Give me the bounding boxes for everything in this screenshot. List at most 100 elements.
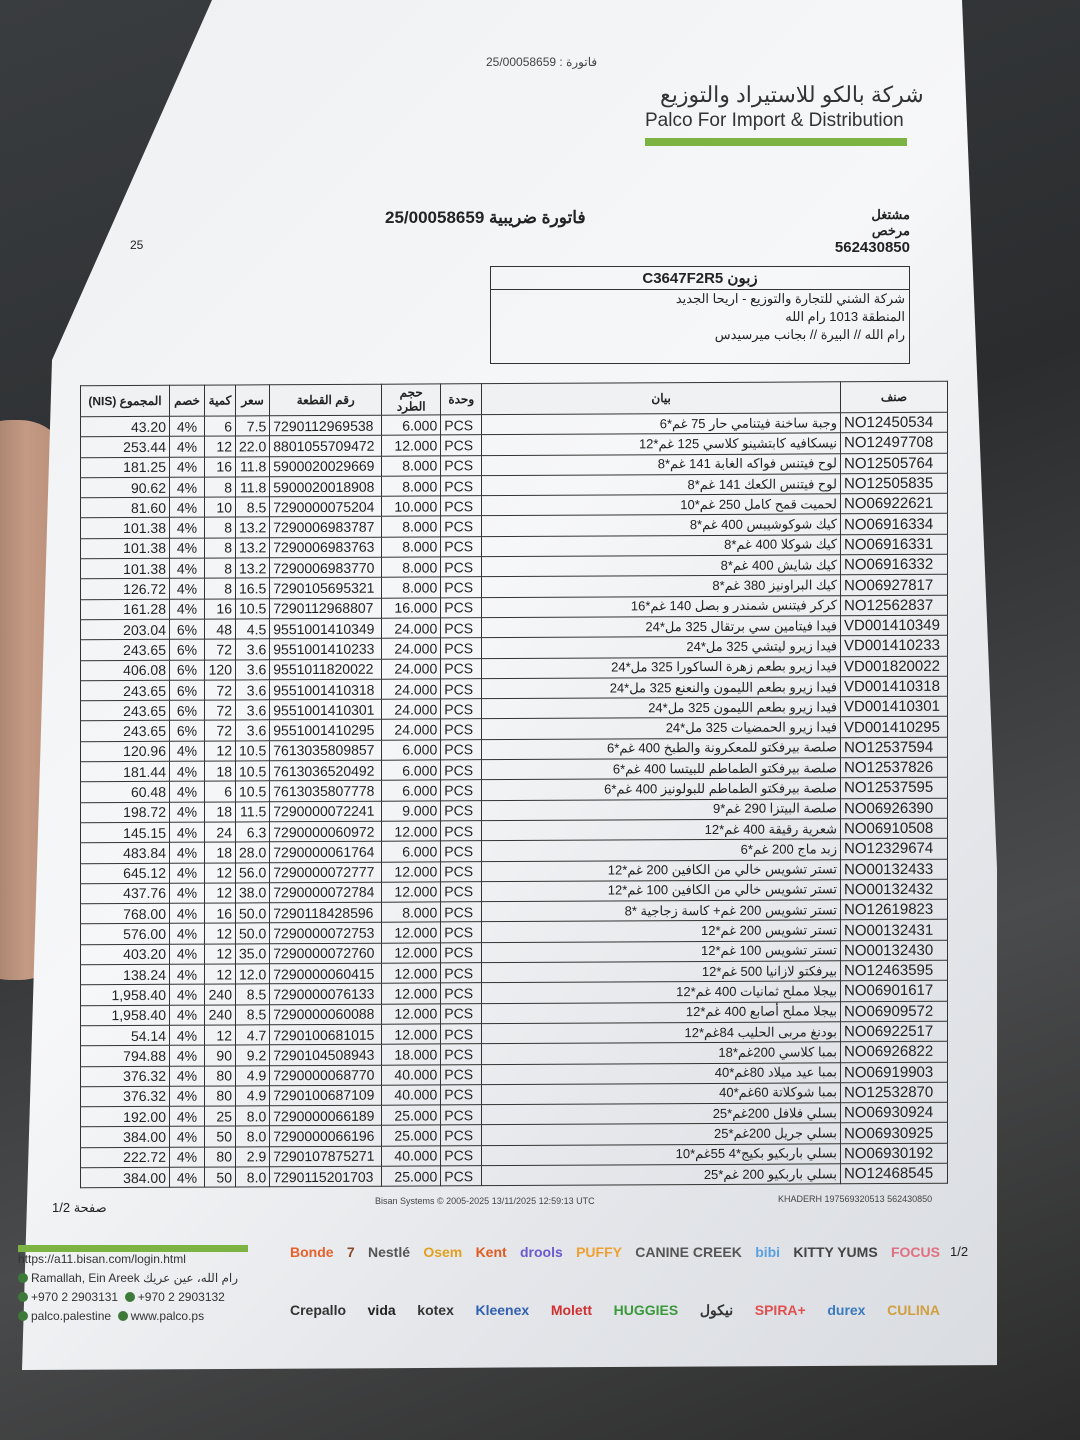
item-quantity: 8 <box>204 476 236 498</box>
item-code: NO12619823 <box>840 899 948 921</box>
item-unit: PCS <box>440 556 482 578</box>
item-price: 8.5 <box>235 984 270 1005</box>
item-unit: PCS <box>440 1145 482 1166</box>
item-discount: 4% <box>169 923 205 945</box>
item-barcode: 8801055709472 <box>269 435 382 457</box>
item-unit: PCS <box>440 536 482 557</box>
item-quantity: 48 <box>204 618 236 640</box>
item-unit: PCS <box>440 800 482 821</box>
item-quantity: 12 <box>204 862 236 883</box>
item-discount: 4% <box>169 882 205 904</box>
item-pack-size: 8.000 <box>381 536 441 558</box>
item-quantity: 8 <box>204 578 236 599</box>
item-unit: PCS <box>440 516 482 537</box>
brand-logo: Kent <box>475 1244 507 1260</box>
item-total: 181.25 <box>80 456 170 478</box>
item-total: 403.20 <box>80 944 170 965</box>
item-pack-size: 25.000 <box>381 1104 441 1126</box>
item-description: صلصة بيرفكتو للمعكرونة والطبخ 400 غم*6 <box>481 737 841 760</box>
item-code: NO00132432 <box>840 879 948 900</box>
item-total: 384.00 <box>80 1167 170 1189</box>
item-quantity: 10 <box>204 497 236 518</box>
item-pack-size: 12.000 <box>381 983 441 1004</box>
brand-logo: durex <box>827 1302 866 1318</box>
item-quantity: 25 <box>204 1106 236 1127</box>
item-code: VD001410295 <box>840 716 948 738</box>
invoice-paper <box>22 0 997 1370</box>
item-price: 8.0 <box>235 1105 270 1127</box>
item-code: NO12537594 <box>840 736 948 758</box>
item-barcode: 7290107875271 <box>269 1145 382 1167</box>
brand-logo: Crepallo <box>290 1302 347 1318</box>
phone-2: +970 2 2903132 <box>137 1290 225 1304</box>
item-pack-size: 8.000 <box>381 455 441 477</box>
item-description: نيسكافيه كابتشينو كلاسي 125 غم*12 <box>481 433 841 456</box>
item-quantity: 16 <box>204 903 236 924</box>
item-unit: PCS <box>440 922 482 943</box>
item-discount: 4% <box>169 761 205 782</box>
item-total: 60.48 <box>80 781 170 803</box>
brand-logo: bibi <box>755 1244 781 1260</box>
item-price: 8.0 <box>235 1126 270 1147</box>
item-code: VD001820022 <box>840 655 948 677</box>
page-number: صفحة 1/2 <box>52 1200 107 1215</box>
item-barcode: 9551011820022 <box>269 658 382 680</box>
item-quantity: 18 <box>204 761 236 782</box>
brand-logo: Osem <box>423 1244 463 1260</box>
item-pack-size: 8.000 <box>381 902 441 923</box>
item-discount: 4% <box>169 456 205 478</box>
item-total: 243.65 <box>80 700 170 722</box>
item-code: NO12329674 <box>840 838 948 860</box>
item-description: لوح فيتنس الكعك 141 غم*8 <box>481 473 841 496</box>
item-code: NO00132430 <box>840 939 948 961</box>
item-code: NO06910508 <box>840 818 948 840</box>
item-barcode: 5900020018908 <box>269 476 382 497</box>
item-description: كركر فيتنس شمندر و بصل 140 غم*16 <box>481 595 841 618</box>
item-pack-size: 40.000 <box>381 1145 441 1167</box>
item-price: 2.9 <box>235 1146 270 1167</box>
item-description: بسلي فلافل 200غم*25 <box>481 1102 841 1126</box>
item-pack-size: 8.000 <box>381 577 441 598</box>
item-barcode: 7290000072760 <box>269 942 382 964</box>
item-description: صلصة بيرفكتو الطماطم للبولونيز 400 غم*6 <box>481 778 841 801</box>
item-pack-size: 6.000 <box>381 739 441 761</box>
item-code: NO00132433 <box>840 858 948 880</box>
item-price: 13.2 <box>235 537 270 559</box>
item-quantity: 12 <box>204 1024 236 1046</box>
item-unit: PCS <box>440 577 482 598</box>
item-total: 483.84 <box>80 842 170 864</box>
item-pack-size: 10.000 <box>381 496 441 517</box>
item-pack-size: 12.000 <box>381 820 441 842</box>
item-description: بودنغ مربى الحليب 84غم*12 <box>481 1021 841 1044</box>
item-quantity: 8 <box>204 517 236 538</box>
item-total: 101.38 <box>80 558 170 580</box>
item-unit: PCS <box>440 1165 482 1187</box>
item-code: NO12532870 <box>840 1082 948 1103</box>
item-quantity: 18 <box>204 842 236 863</box>
item-discount: 4% <box>169 537 205 559</box>
item-discount: 6% <box>169 659 205 681</box>
item-unit: PCS <box>440 678 482 700</box>
item-code: NO06901617 <box>840 980 948 1002</box>
item-discount: 4% <box>169 740 205 762</box>
item-code: NO12505835 <box>840 473 948 494</box>
item-description: كيك شوكلا 400 غم*8 <box>481 534 841 557</box>
item-total: 43.20 <box>80 416 170 438</box>
item-code: NO12463595 <box>840 960 948 982</box>
col-total: المجموع (NIS) <box>80 385 170 417</box>
item-description: لوح فيتنس فواكه الغابة 141 غم*8 <box>481 453 841 476</box>
item-description: تستر تشويس 200 غم+ كاسة زجاجية *8 <box>481 899 841 923</box>
item-barcode: 7290000060415 <box>269 963 382 985</box>
brand-logo: CULINA <box>887 1302 940 1318</box>
item-total: 90.62 <box>80 477 170 498</box>
item-price: 22.0 <box>235 436 270 457</box>
company-name-ar: شركة بالكو للاستيراد والتوزيع <box>660 82 924 107</box>
customer-area: المنطقة 1013 رام الله <box>785 309 905 324</box>
phone-1: +970 2 2903131 <box>31 1290 119 1304</box>
item-unit: PCS <box>440 1125 482 1146</box>
item-discount: 4% <box>169 822 205 843</box>
item-pack-size: 6.000 <box>381 414 441 436</box>
item-quantity: 240 <box>204 984 236 1005</box>
brand-logo: PUFFY <box>576 1244 622 1260</box>
website: www.palco.ps <box>130 1309 205 1323</box>
